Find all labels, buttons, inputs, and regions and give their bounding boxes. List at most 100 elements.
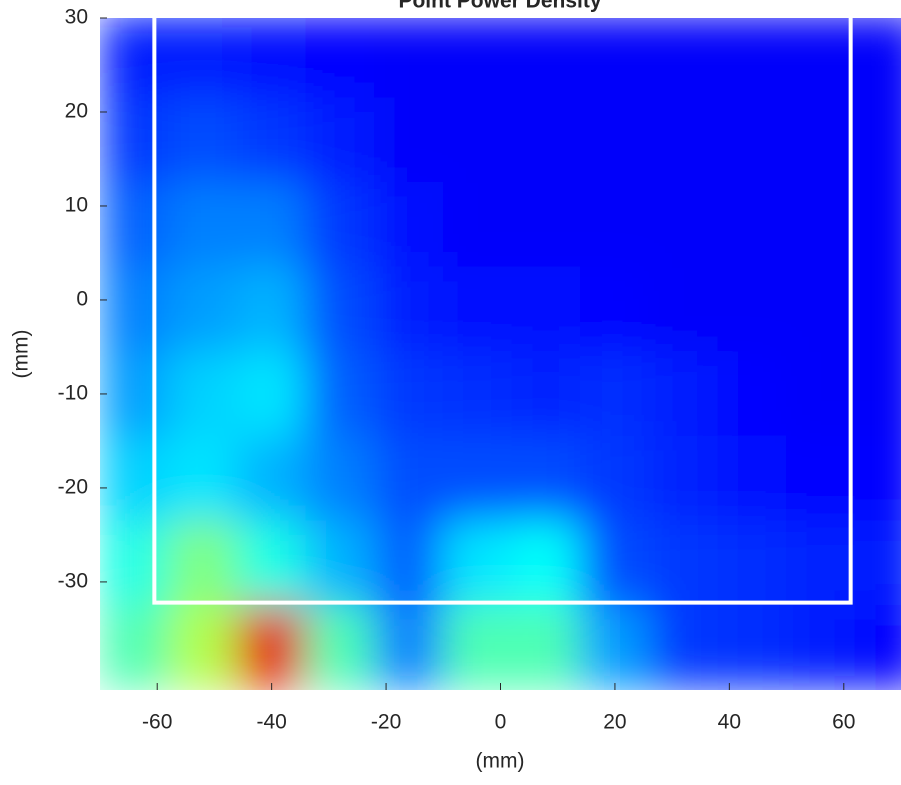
heatmap-cell	[168, 605, 238, 691]
heatmap-cell	[855, 436, 901, 522]
heatmap-cell	[374, 267, 444, 353]
x-tick-label: -20	[371, 711, 401, 734]
heatmap-cell	[649, 520, 719, 606]
heatmap-cell	[786, 97, 856, 183]
plot-area	[100, 13, 901, 691]
heatmap-cell	[305, 267, 375, 353]
heatmap-cell	[717, 97, 787, 183]
heatmap-cell	[443, 605, 513, 691]
y-axis-label: (mm)	[10, 330, 33, 379]
y-tick-label: -20	[58, 475, 88, 498]
heatmap-cell	[168, 97, 238, 183]
heatmap-cell	[580, 520, 650, 606]
x-tick-label: 0	[495, 711, 507, 734]
heatmap-cell	[168, 267, 238, 353]
chart-title: Point Power Density	[398, 0, 601, 13]
heatmap-cell	[580, 605, 650, 691]
x-tick-label: -60	[142, 711, 172, 734]
y-tick-label: 10	[65, 194, 88, 217]
x-tick-label: 60	[832, 711, 855, 734]
heatmap-cell	[100, 436, 170, 522]
heatmap-cell	[305, 351, 375, 437]
y-tick-label: 30	[65, 6, 88, 29]
heatmap-cell	[168, 351, 238, 437]
y-tick-label: -10	[58, 381, 88, 404]
heatmap-cell	[649, 436, 719, 522]
heatmap-cell	[374, 351, 444, 437]
heatmap-cell	[443, 520, 513, 606]
heatmap-cell	[305, 182, 375, 268]
heatmap-cell	[374, 13, 444, 99]
heatmap-cell	[305, 605, 375, 691]
heatmap-cell	[511, 267, 581, 353]
heatmap-cell	[443, 13, 513, 99]
heatmap-cell	[855, 605, 901, 691]
heatmap-cell	[855, 267, 901, 353]
heatmap-cell	[374, 520, 444, 606]
heatmap-cell	[580, 351, 650, 437]
heatmap-cell	[237, 605, 307, 691]
heatmap-cell	[717, 520, 787, 606]
heatmap-cell	[168, 13, 238, 99]
y-tick-label: -30	[58, 569, 88, 592]
heatmap-cell	[100, 97, 170, 183]
heatmap-cell	[237, 13, 307, 99]
heatmap-cell	[443, 436, 513, 522]
heatmap-cell	[100, 182, 170, 268]
heatmap-cell	[717, 267, 787, 353]
heatmap-cell	[580, 13, 650, 99]
x-tick-label: 20	[603, 711, 626, 734]
heatmap-cell	[168, 182, 238, 268]
heatmap-cell	[237, 351, 307, 437]
heatmap-cell	[511, 520, 581, 606]
heatmap-cell	[580, 267, 650, 353]
heatmap-cell	[786, 182, 856, 268]
heatmap-cell	[855, 351, 901, 437]
heatmap-cell	[786, 267, 856, 353]
heatmap-cell	[649, 97, 719, 183]
heatmap-cell	[855, 182, 901, 268]
heatmap-cell	[374, 182, 444, 268]
heatmap-cell	[855, 520, 901, 606]
heatmap-cell	[374, 97, 444, 183]
heatmap-cell	[649, 351, 719, 437]
heatmap-cell	[443, 351, 513, 437]
heatmap-cell	[786, 13, 856, 99]
heatmap-cell	[786, 605, 856, 691]
heatmap-cell	[237, 436, 307, 522]
heatmap	[100, 13, 901, 691]
heatmap-cell	[443, 267, 513, 353]
heatmap-cell	[305, 97, 375, 183]
heatmap-cell	[237, 97, 307, 183]
heatmap-cell	[786, 520, 856, 606]
heatmap-cell	[855, 97, 901, 183]
heatmap-cell	[717, 351, 787, 437]
y-tick-label: 20	[65, 100, 88, 123]
heatmap-cell	[168, 436, 238, 522]
heatmap-cell	[305, 13, 375, 99]
heatmap-cell	[649, 267, 719, 353]
heatmap-cell	[855, 13, 901, 99]
heatmap-cell	[786, 436, 856, 522]
heatmap-cell	[443, 182, 513, 268]
heatmap-cell	[237, 520, 307, 606]
heatmap-cell	[100, 605, 170, 691]
heatmap-cell	[443, 97, 513, 183]
heatmap-cell	[649, 605, 719, 691]
heatmap-cell	[100, 13, 170, 99]
x-axis-label: (mm)	[476, 750, 525, 773]
heatmap-cell	[580, 97, 650, 183]
heatmap-cell	[511, 436, 581, 522]
x-tick-label: 40	[718, 711, 741, 734]
x-tick-label: -40	[256, 711, 286, 734]
heatmap-cell	[511, 351, 581, 437]
heatmap-cell	[717, 605, 787, 691]
heatmap-cell	[580, 436, 650, 522]
heatmap-cell	[649, 13, 719, 99]
heatmap-cell	[511, 97, 581, 183]
heatmap-cell	[786, 351, 856, 437]
heatmap-cell	[511, 13, 581, 99]
heatmap-cell	[100, 267, 170, 353]
heatmap-cell	[168, 520, 238, 606]
